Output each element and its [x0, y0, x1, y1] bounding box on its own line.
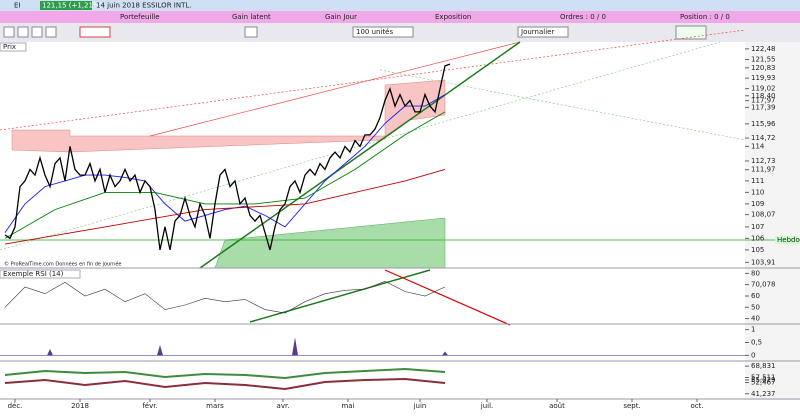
y-tick-label: 119,02 [751, 85, 776, 93]
y-tick-label: 80 [751, 269, 760, 277]
y-tick-label: 115,96 [751, 120, 776, 128]
y-tick-label: 57,511 [751, 373, 776, 381]
y-tick-label: 1 [751, 326, 755, 334]
y-tick-label: 50 [751, 303, 760, 311]
stat-label: Portefeuille [120, 13, 160, 21]
panel-tag [0, 269, 81, 279]
y-tick-label: 103,91 [751, 258, 776, 266]
weekly-badge [775, 236, 799, 244]
y-tick-label: 40 [751, 315, 760, 323]
x-tick-label: déc. [8, 402, 23, 410]
y-tick-label: 55,029 [751, 376, 776, 384]
signal-spike [442, 351, 448, 356]
tool-icons[interactable] [3, 25, 707, 40]
y-tick-label: 112,73 [751, 157, 776, 165]
y-tick-label: 70,078 [751, 281, 776, 289]
quantity-select[interactable] [352, 26, 414, 38]
y-tick-label: 111 [751, 177, 764, 185]
signal-spike [47, 348, 53, 356]
y-tick-label: 118,40 [751, 92, 776, 100]
cloud [11, 79, 446, 269]
stats-bar [0, 11, 800, 23]
period-select[interactable] [517, 26, 569, 38]
y-tick-label: 68,831 [751, 362, 776, 370]
y-tick-label: 117,39 [751, 103, 776, 111]
rsi-line [4, 280, 446, 314]
price-line [4, 63, 451, 251]
y-tick-label: 114 [751, 142, 765, 150]
band-line [4, 377, 446, 391]
y-tick-label: 110 [751, 188, 764, 196]
stat-label: Ordres : 0 / 0 [560, 13, 606, 21]
moving-average [4, 168, 446, 245]
x-tick-label: oct. [690, 402, 703, 410]
panel-tag [0, 42, 27, 52]
y-tick-label: 114,72 [751, 134, 776, 142]
y-tick-label: 121,55 [751, 56, 776, 64]
quote-badge [40, 1, 92, 10]
x-tick-label: juin [413, 402, 427, 410]
y-tick-label: 52,467 [751, 379, 776, 387]
y-tick-label: 111,97 [751, 166, 776, 174]
x-tick-label: juil. [480, 402, 494, 410]
quantity: 100 unités [356, 28, 393, 36]
y-tick-label: 0,5 [751, 339, 762, 347]
y-tick-label: 106 [751, 234, 765, 242]
title: 14 juin 2018 ESSILOR INTL. [96, 2, 191, 10]
y-tick-label: 105 [751, 246, 764, 254]
x-tick-label: 2018 [71, 402, 89, 410]
stat-label: Gain latent [232, 13, 271, 21]
axis-bg [745, 42, 800, 400]
rsi-label: Exemple RSI (14) [3, 270, 64, 278]
x-tick-label: août [549, 402, 565, 410]
title-bar [0, 0, 800, 11]
y-tick-label: 107 [751, 223, 764, 231]
y-tick-label: 0 [751, 351, 755, 359]
y-tick-label: 41,237 [751, 390, 776, 398]
y-tick-label: 108,07 [751, 211, 776, 219]
credit: © ProRealTime.com Données en fin de jour… [4, 261, 121, 268]
y-tick-label: 120,83 [751, 64, 776, 72]
plot-bg [0, 42, 745, 400]
moving-average [4, 111, 446, 239]
x-tick-label: sept. [623, 402, 640, 410]
x-tick-label: mai [341, 402, 354, 410]
signal-spike [157, 345, 163, 356]
y-tick-label: 109 [751, 200, 764, 208]
x-tick-label: mars [206, 402, 224, 410]
y-tick-label: 117,97 [751, 97, 776, 105]
symbol: EI [14, 2, 21, 10]
stat-label: Position : 0 / 0 [680, 13, 730, 21]
period: Journalier [520, 28, 554, 36]
signal-spike [292, 337, 298, 356]
stat-label: Exposition [435, 13, 471, 21]
price-label: Prix [3, 43, 16, 51]
moving-average [4, 94, 446, 233]
y-tick-label: 122,48 [751, 45, 776, 53]
x-tick-label: févr. [142, 402, 157, 410]
weekly-label: Hebdo [777, 236, 800, 244]
y-tick-label: 119,93 [751, 74, 776, 82]
quote: 121,15 (+1,21%) [42, 2, 103, 10]
stat-label: Gain Jour [325, 13, 357, 21]
x-tick-label: avr. [277, 402, 290, 410]
y-tick-label: 60 [751, 292, 760, 300]
band-line [4, 367, 446, 380]
trend-lines [0, 29, 800, 326]
